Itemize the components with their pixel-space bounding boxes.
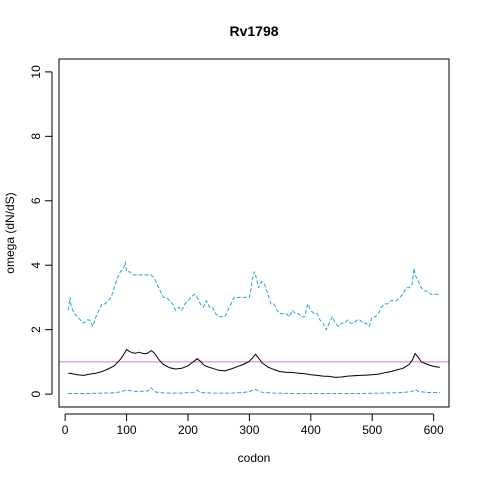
y-axis-label: omega (dN/dS) bbox=[3, 192, 17, 273]
y-tick-label: 0 bbox=[29, 390, 43, 397]
y-axis: 0 2 4 6 8 10 bbox=[29, 65, 53, 397]
plot-frame bbox=[58, 58, 450, 408]
x-tick-label: 500 bbox=[362, 423, 382, 437]
x-axis: 0 100 200 300 400 500 600 bbox=[62, 413, 444, 437]
x-tick-label: 400 bbox=[301, 423, 321, 437]
x-tick-label: 200 bbox=[178, 423, 198, 437]
x-tick-label: 100 bbox=[117, 423, 137, 437]
x-tick-label: 600 bbox=[424, 423, 444, 437]
y-tick-label: 4 bbox=[29, 262, 43, 269]
series-line-mean bbox=[68, 349, 440, 378]
x-axis-label: codon bbox=[238, 451, 271, 465]
series-layer bbox=[67, 261, 440, 394]
y-tick-label: 2 bbox=[29, 326, 43, 333]
x-tick-label: 300 bbox=[239, 423, 259, 437]
y-tick-label: 10 bbox=[29, 65, 43, 79]
series-line-lower bbox=[68, 387, 440, 394]
chart-title: Rv1798 bbox=[229, 23, 278, 39]
x-tick-label: 0 bbox=[62, 423, 69, 437]
y-tick-label: 8 bbox=[29, 133, 43, 140]
series-line-upper bbox=[67, 261, 440, 331]
y-tick-label: 6 bbox=[29, 197, 43, 204]
